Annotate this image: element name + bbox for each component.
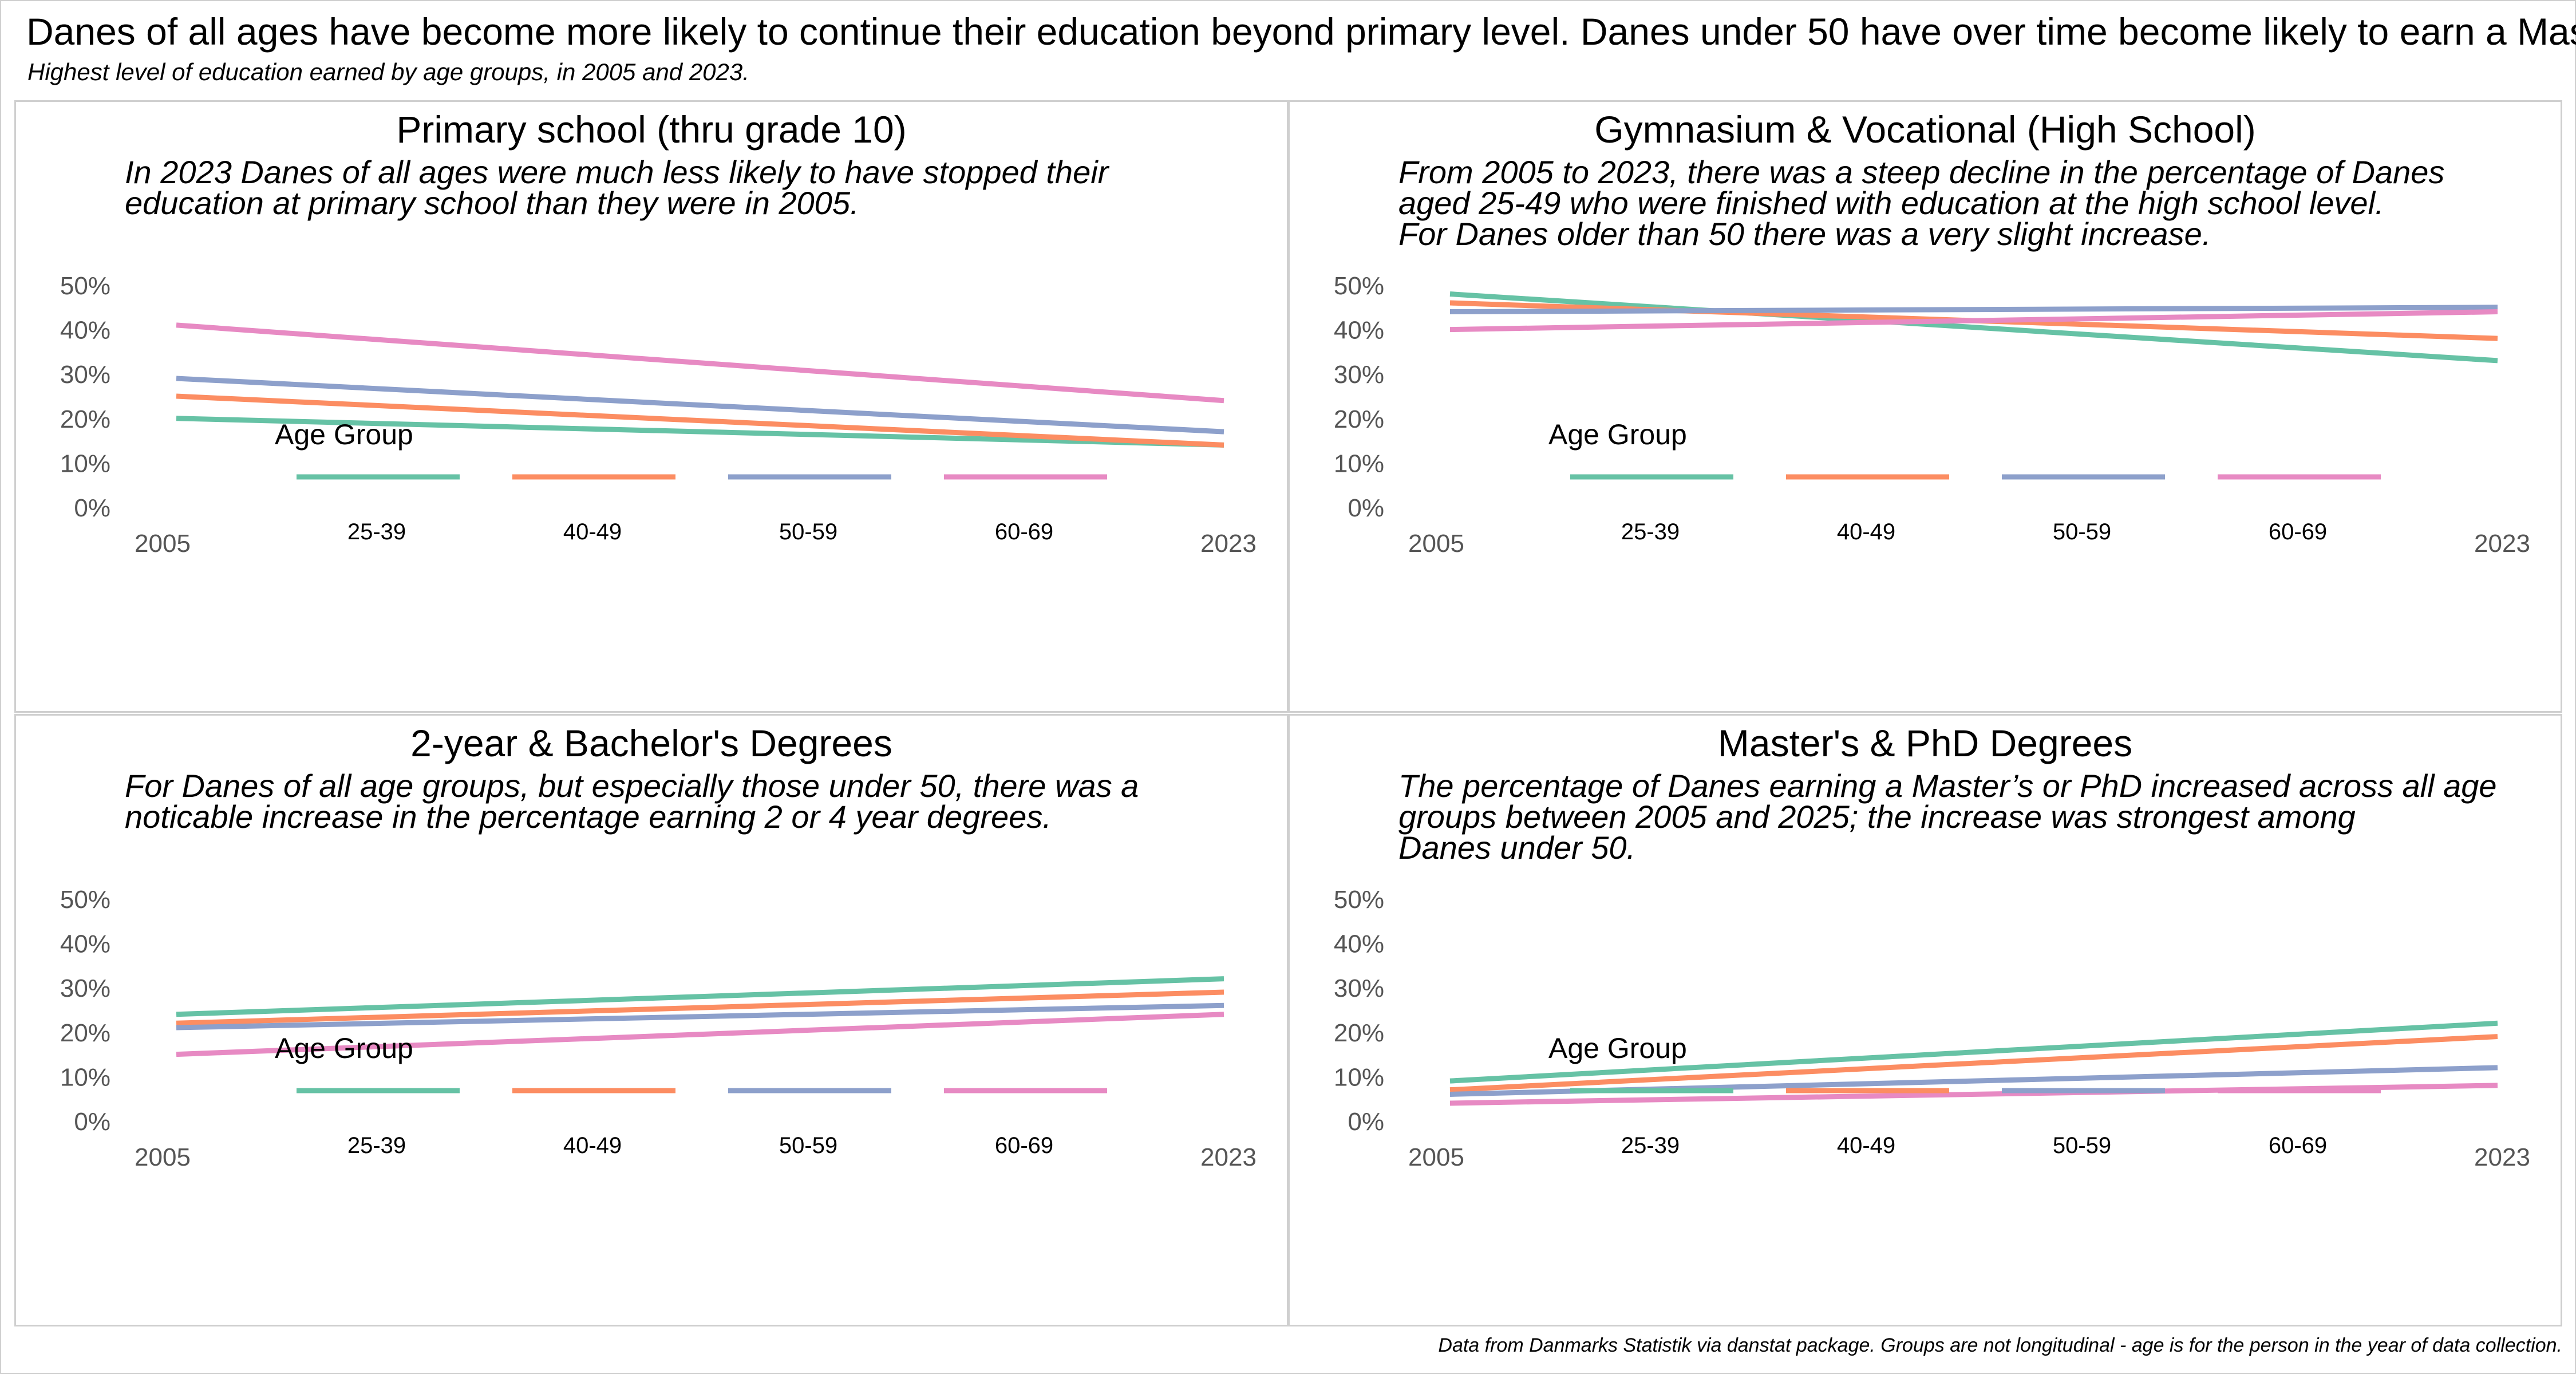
line-chart: 0% 10% 20% 30% 40% 50% 2005 2023 Age Group 25-39 4… (1334, 272, 2530, 558)
legend-label-50-59: 50-59 (779, 1133, 837, 1158)
y-tick-label: 0% (74, 494, 110, 522)
series-line-25-39 (1449, 291, 2498, 364)
series-line-60-69 (1449, 309, 2498, 333)
x-tick-label: 2005 (135, 530, 191, 558)
series-line-25-39 (1449, 1020, 2498, 1084)
line-chart: 0% 10% 20% 30% 40% 50% 2005 2023 Age Group 25-39 4… (1334, 886, 2530, 1171)
legend-label-25-39: 25-39 (347, 519, 406, 544)
legend-label-50-59: 50-59 (2053, 1133, 2111, 1158)
panel-title: Gymnasium & Vocational (High School) (1594, 108, 2256, 151)
legend-label-40-49: 40-49 (1837, 519, 1895, 544)
y-tick-label: 20% (60, 1019, 110, 1047)
figure-subtitle: Highest level of education earned by age… (27, 58, 749, 85)
footer-note: Data from Danmarks Statistik via danstat… (1438, 1334, 2562, 1356)
y-tick-label: 40% (1334, 317, 1384, 345)
panel-title: Primary school (thru grade 10) (396, 108, 907, 151)
y-tick-label: 30% (60, 974, 110, 1002)
legend-label-60-69: 60-69 (2269, 519, 2327, 544)
series-line-50-59 (176, 1002, 1224, 1030)
legend-label-60-69: 60-69 (995, 519, 1053, 544)
series-line-60-69 (176, 1012, 1224, 1057)
y-tick-label: 30% (1334, 361, 1384, 389)
series-line-40-49 (1449, 1034, 2498, 1093)
series-line-60-69 (176, 322, 1224, 404)
y-tick-label: 40% (60, 317, 110, 345)
x-tick-label: 2005 (1408, 1143, 1464, 1171)
x-tick-label: 2023 (2474, 1143, 2530, 1171)
y-tick-label: 50% (60, 886, 110, 914)
legend-label-60-69: 60-69 (995, 1133, 1053, 1158)
figure-title: Danes of all ages have become more likel… (26, 10, 2576, 53)
series-line-50-59 (1449, 305, 2498, 315)
legend-label-25-39: 25-39 (1621, 519, 1680, 544)
panel-description: The percentage of Danes earning a Master… (1398, 768, 2497, 866)
legend-label-40-49: 40-49 (563, 1133, 622, 1158)
legend-title: Age Group (275, 1032, 413, 1064)
y-tick-label: 10% (60, 449, 110, 477)
line-chart: 0% 10% 20% 30% 40% 50% 2005 2023 Age Group 25-39 4… (60, 272, 1257, 558)
legend-label-25-39: 25-39 (347, 1133, 406, 1158)
y-tick-label: 50% (60, 272, 110, 300)
legend-label-40-49: 40-49 (1837, 1133, 1895, 1158)
panel-high-school: Gymnasium & Vocational (High School) Fro… (1288, 100, 2562, 713)
legend-label-25-39: 25-39 (1621, 1133, 1680, 1158)
series-line-40-49 (176, 989, 1224, 1026)
panel-title: 2-year & Bachelor's Degrees (410, 722, 892, 764)
legend-label-60-69: 60-69 (2269, 1133, 2327, 1158)
legend-label-40-49: 40-49 (563, 519, 622, 544)
series-line-25-39 (176, 976, 1224, 1017)
y-tick-label: 30% (1334, 974, 1384, 1002)
y-tick-label: 10% (1334, 449, 1384, 477)
y-tick-label: 20% (1334, 1019, 1384, 1047)
legend-title: Age Group (275, 418, 413, 451)
y-tick-label: 50% (1334, 886, 1384, 914)
panel-masters-phd: Master's & PhD Degrees The percentage of… (1288, 714, 2562, 1326)
panel-description: From 2005 to 2023, there was a steep dec… (1398, 154, 2445, 252)
x-tick-label: 2023 (1200, 1143, 1257, 1171)
panel-description: For Danes of all age groups, but especia… (125, 768, 1139, 835)
panel-description: In 2023 Danes of all ages were much less… (125, 154, 1109, 221)
y-tick-label: 40% (1334, 930, 1384, 958)
panel-title: Master's & PhD Degrees (1717, 722, 2133, 764)
series-line-40-49 (176, 393, 1224, 448)
panel-primary-school: Primary school (thru grade 10) In 2023 D… (14, 100, 1289, 713)
panel-bachelors: 2-year & Bachelor's Degrees For Danes of… (14, 714, 1289, 1326)
y-tick-label: 0% (1348, 494, 1384, 522)
y-tick-label: 50% (1334, 272, 1384, 300)
y-tick-label: 20% (1334, 405, 1384, 433)
x-tick-label: 2005 (135, 1143, 191, 1171)
y-tick-label: 40% (60, 930, 110, 958)
line-chart: 0% 10% 20% 30% 40% 50% 2005 2023 Age Group 25-39 4… (60, 886, 1257, 1171)
y-tick-label: 20% (60, 405, 110, 433)
y-tick-label: 10% (60, 1063, 110, 1091)
legend-title: Age Group (1548, 1032, 1687, 1064)
x-tick-label: 2023 (2474, 530, 2530, 558)
series-line-50-59 (176, 376, 1224, 435)
y-tick-label: 30% (60, 361, 110, 389)
y-tick-label: 0% (74, 1108, 110, 1136)
legend-label-50-59: 50-59 (779, 519, 837, 544)
legend-title: Age Group (1548, 418, 1687, 451)
y-tick-label: 10% (1334, 1063, 1384, 1091)
series-line-25-39 (176, 416, 1224, 448)
x-tick-label: 2023 (1200, 530, 1257, 558)
legend-label-50-59: 50-59 (2053, 519, 2111, 544)
x-tick-label: 2005 (1408, 530, 1464, 558)
y-tick-label: 0% (1348, 1108, 1384, 1136)
